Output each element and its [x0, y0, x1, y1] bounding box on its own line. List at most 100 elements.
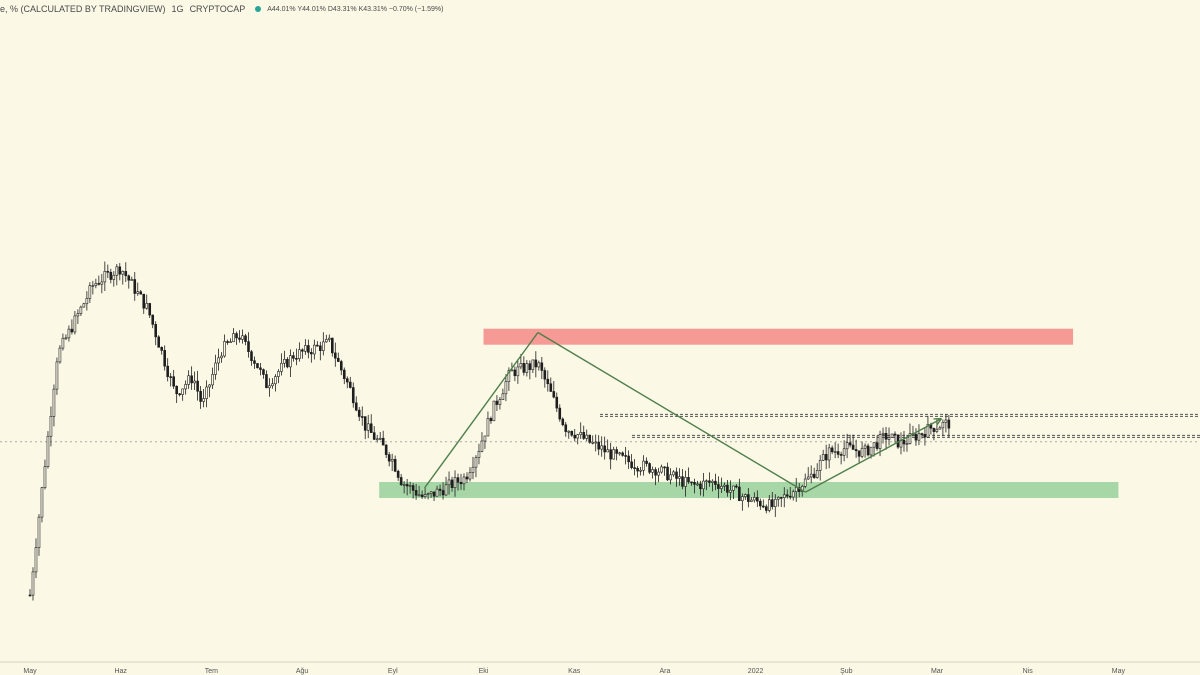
- candle: [145, 294, 149, 310]
- resistance-zone[interactable]: [483, 328, 1074, 345]
- candle: [289, 349, 292, 378]
- candle: [923, 428, 927, 446]
- candles-layer: [28, 261, 951, 601]
- candle: [540, 356, 544, 380]
- pattern-line-2[interactable]: [537, 331, 806, 493]
- candle: [405, 478, 409, 496]
- candle: [809, 465, 813, 484]
- candle: [328, 334, 331, 343]
- candle: [130, 276, 134, 281]
- candle: [211, 367, 214, 390]
- candle: [91, 280, 95, 295]
- candle: [750, 497, 753, 503]
- candle: [190, 366, 193, 390]
- candle: [342, 367, 346, 385]
- candle: [705, 479, 708, 491]
- candle: [351, 382, 355, 408]
- candle: [73, 311, 77, 335]
- candle: [723, 482, 726, 491]
- x-tick-label: Eyl: [388, 668, 398, 675]
- candle: [645, 457, 648, 467]
- candle: [603, 436, 606, 460]
- candle: [354, 396, 358, 412]
- candle: [396, 469, 400, 481]
- candle: [253, 356, 256, 369]
- candle: [453, 470, 457, 497]
- candle: [151, 314, 155, 329]
- candle: [767, 494, 771, 513]
- candle: [681, 468, 684, 490]
- x-tick-label: Nis: [1023, 668, 1034, 675]
- candle: [498, 397, 502, 410]
- candle: [310, 348, 313, 363]
- candle: [172, 369, 175, 389]
- candle: [947, 414, 951, 438]
- support-zone[interactable]: [379, 482, 1119, 498]
- candle: [127, 274, 131, 289]
- candle: [666, 462, 669, 482]
- candle: [169, 373, 172, 387]
- candle: [313, 339, 316, 360]
- candle: [348, 376, 352, 389]
- pattern-arrow-icon: [933, 417, 943, 426]
- candle: [336, 352, 340, 363]
- interval-label[interactable]: 1G: [171, 4, 184, 14]
- candle: [40, 486, 44, 523]
- candle: [627, 450, 630, 469]
- candle: [926, 415, 930, 438]
- candle: [591, 435, 595, 445]
- candle: [360, 406, 364, 426]
- candle: [52, 384, 56, 427]
- x-tick-label: Eki: [479, 668, 489, 675]
- candle: [411, 482, 415, 499]
- candle: [525, 360, 529, 377]
- candle: [322, 332, 325, 356]
- candle: [732, 485, 735, 499]
- candle: [417, 485, 421, 497]
- candle: [372, 426, 376, 441]
- candle: [94, 278, 98, 289]
- candle: [920, 432, 924, 439]
- zones-layer: [379, 328, 1119, 498]
- candle: [944, 414, 948, 433]
- candle: [444, 476, 448, 496]
- symbol-title[interactable]: e, % (CALCULATED BY TRADINGVIEW): [0, 4, 166, 14]
- candle: [815, 463, 819, 479]
- pattern-line-3[interactable]: [805, 417, 942, 493]
- candle: [34, 538, 38, 579]
- candle: [357, 406, 361, 422]
- candle: [166, 358, 169, 382]
- candle: [759, 498, 762, 510]
- candle: [899, 432, 903, 455]
- candle: [76, 309, 80, 324]
- candle: [109, 268, 113, 284]
- candle: [501, 388, 505, 400]
- candle: [794, 477, 798, 502]
- candle: [319, 341, 322, 361]
- candle: [902, 431, 906, 452]
- candle: [827, 443, 831, 469]
- source-label: CRYPTOCAP: [189, 4, 246, 14]
- candle: [414, 483, 418, 500]
- candle: [229, 338, 232, 344]
- candle: [208, 384, 211, 398]
- candle: [64, 334, 68, 340]
- candle: [196, 370, 199, 401]
- candle: [112, 271, 116, 287]
- candle: [28, 589, 32, 597]
- candle: [875, 435, 879, 451]
- candle: [803, 473, 807, 489]
- candle: [836, 443, 840, 459]
- pattern-layer: [423, 331, 943, 493]
- pattern-line-1[interactable]: [423, 332, 539, 489]
- candle: [699, 480, 702, 496]
- candle: [97, 275, 101, 286]
- candle: [441, 482, 445, 500]
- candle: [387, 451, 391, 467]
- candle: [390, 453, 394, 472]
- x-tick-label: Kas: [568, 668, 581, 675]
- candle: [708, 472, 711, 487]
- x-tick-label: Tem: [205, 668, 218, 675]
- candle: [462, 473, 466, 491]
